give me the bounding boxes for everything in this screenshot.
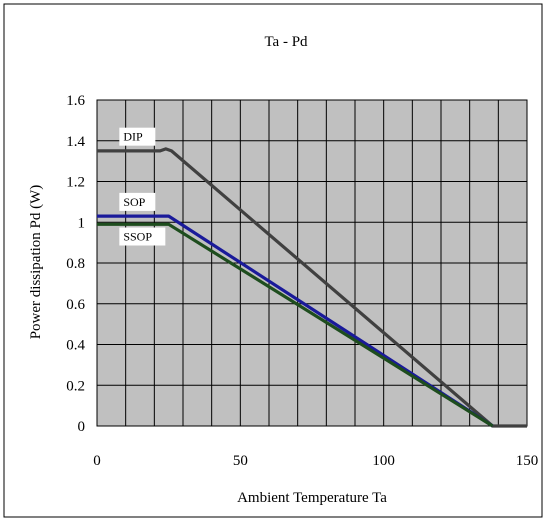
- series-line-dip: [97, 147, 527, 428]
- series-label-box: [119, 227, 166, 246]
- series-label-text: SSOP: [123, 230, 152, 244]
- y-tick-label: 0.8: [66, 256, 85, 272]
- x-tick-label: 100: [372, 453, 395, 469]
- series-lines: [97, 147, 527, 428]
- grid-lines: [97, 100, 527, 426]
- chart-title: Ta - Pd: [264, 34, 308, 50]
- series-label-text: DIP: [123, 130, 143, 144]
- y-tick-label: 1: [78, 215, 86, 231]
- y-tick-label: 0.2: [66, 378, 85, 394]
- x-tick-label: 50: [233, 453, 248, 469]
- series-label-ssop: SSOP: [119, 227, 166, 246]
- series-line-sop: [97, 214, 494, 428]
- y-tick-label: 1.2: [66, 175, 85, 191]
- y-tick-label: 0.6: [66, 297, 85, 313]
- series-line-ssop: [97, 222, 494, 428]
- x-tick-label: 0: [93, 453, 101, 469]
- y-tick-label: 0: [78, 419, 86, 435]
- tick-labels: 0 0.2 0.4 0.6 0.8 1 1.2 1.4 1.6 0 50 100 150: [66, 93, 538, 469]
- series-label-text: SOP: [123, 195, 145, 209]
- y-tick-label: 1.4: [66, 134, 85, 150]
- x-axis-label: Ambient Temperature Ta: [237, 490, 387, 506]
- y-axis-label: Power dissipation Pd (W): [28, 185, 44, 340]
- series-label-sop: SOP: [119, 192, 156, 211]
- series-label-dip: DIP: [119, 127, 156, 146]
- y-tick-label: 0.4: [66, 338, 85, 354]
- series-labels: DIP SOP SSOP: [119, 127, 166, 246]
- y-tick-label: 1.6: [66, 93, 85, 109]
- series-label-box: [119, 127, 156, 146]
- x-tick-label: 150: [516, 453, 539, 469]
- series-label-box: [119, 192, 156, 211]
